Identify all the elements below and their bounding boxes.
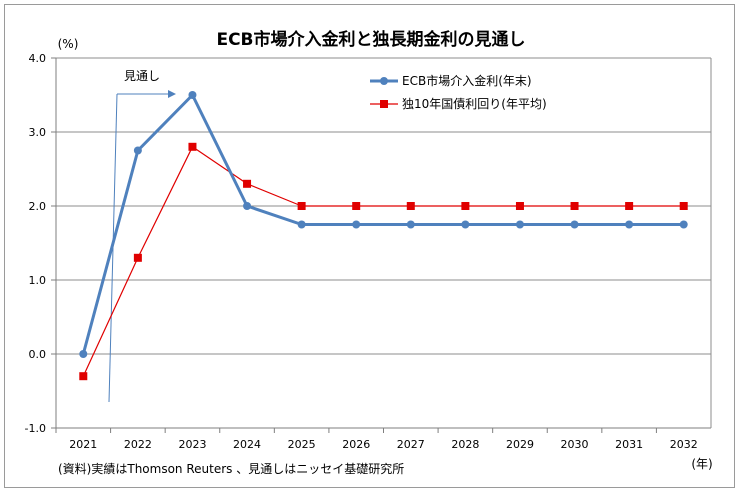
chart-frame bbox=[4, 4, 735, 488]
ecb-rate-point bbox=[243, 202, 252, 210]
forecast-annotation-label: 見通し bbox=[124, 69, 160, 83]
ecb-rate-point bbox=[406, 220, 415, 229]
x-tick-label: 2027 bbox=[397, 438, 425, 451]
bund-yield-point bbox=[461, 202, 470, 210]
bund-yield-point bbox=[297, 202, 306, 210]
y-tick-label: -1.0 bbox=[25, 422, 46, 435]
bund-yield-point bbox=[570, 202, 579, 210]
bund-yield-point bbox=[188, 142, 197, 151]
x-tick-label: 2023 bbox=[178, 438, 206, 451]
bund-yield-point bbox=[625, 202, 634, 210]
x-tick-label: 2022 bbox=[124, 438, 152, 451]
ecb-rate-point bbox=[188, 91, 197, 99]
ecb-rate-point bbox=[625, 220, 634, 229]
gridlines bbox=[56, 57, 711, 355]
y-tick-labels: 4.0 3.0 2.0 1.0 0.0 -1.0 bbox=[25, 52, 46, 435]
legend-bund-label: 独10年国債利回り(年平均) bbox=[402, 96, 547, 111]
ecb-rate-point bbox=[352, 220, 361, 229]
y-tick-label: 3.0 bbox=[29, 126, 47, 139]
ecb-rate-point bbox=[679, 220, 688, 229]
y-tick-label: 2.0 bbox=[29, 200, 47, 213]
y-tick-label: 1.0 bbox=[29, 274, 47, 287]
legend-ecb-label: ECB市場介入金利(年末) bbox=[402, 73, 532, 88]
y-tick-label: 0.0 bbox=[29, 348, 47, 361]
legend-bund-marker bbox=[380, 100, 388, 108]
x-tick-label: 2029 bbox=[506, 438, 534, 451]
ecb-rate-point bbox=[79, 350, 88, 358]
chart-title: ECB市場介入金利と独長期金利の見通し bbox=[216, 29, 525, 50]
x-tick-label: 2032 bbox=[670, 438, 698, 451]
x-tick-label: 2026 bbox=[342, 438, 370, 451]
axes bbox=[51, 57, 712, 433]
x-tick-label: 2021 bbox=[69, 438, 97, 451]
bund-yield-point bbox=[515, 202, 524, 210]
ecb-rate-point bbox=[570, 220, 579, 229]
ecb-rate-point bbox=[515, 220, 524, 229]
forecast-arrow-head bbox=[168, 90, 176, 98]
x-tick-label: 2028 bbox=[451, 438, 479, 451]
ecb-rate-point bbox=[461, 220, 470, 229]
legend: ECB市場介入金利(年末) 独10年国債利回り(年平均) bbox=[370, 73, 547, 111]
bund-yield-point bbox=[679, 202, 688, 210]
y-tick-label: 4.0 bbox=[29, 52, 47, 65]
x-tick-label: 2030 bbox=[561, 438, 589, 451]
y-axis-unit-label: (%) bbox=[58, 37, 79, 51]
x-axis-unit-label: (年) bbox=[691, 457, 712, 471]
bund-yield-point bbox=[133, 253, 142, 262]
bund-yield-point bbox=[352, 202, 361, 210]
bund-yield-series-line bbox=[82, 146, 684, 377]
x-tick-label: 2031 bbox=[615, 438, 643, 451]
x-tick-label: 2025 bbox=[288, 438, 316, 451]
source-note: (資料)実績はThomson Reuters 、見通しはニッセイ基礎研究所 bbox=[58, 461, 404, 476]
forecast-annotation: 見通し bbox=[108, 69, 176, 403]
x-tick-label: 2024 bbox=[233, 438, 261, 451]
bund-yield-point bbox=[406, 202, 415, 210]
ecb-rate-series-line bbox=[81, 93, 684, 355]
x-tick-labels: 2021 2022 2023 2024 2025 2026 2027 2028 2029 2030… bbox=[69, 438, 697, 451]
bund-yield-point bbox=[243, 179, 252, 188]
ecb-rate-point bbox=[297, 220, 306, 229]
ecb-rate-point bbox=[133, 146, 142, 155]
bund-yield-point bbox=[79, 372, 88, 381]
data-series bbox=[79, 91, 688, 381]
legend-ecb-marker bbox=[380, 77, 388, 85]
